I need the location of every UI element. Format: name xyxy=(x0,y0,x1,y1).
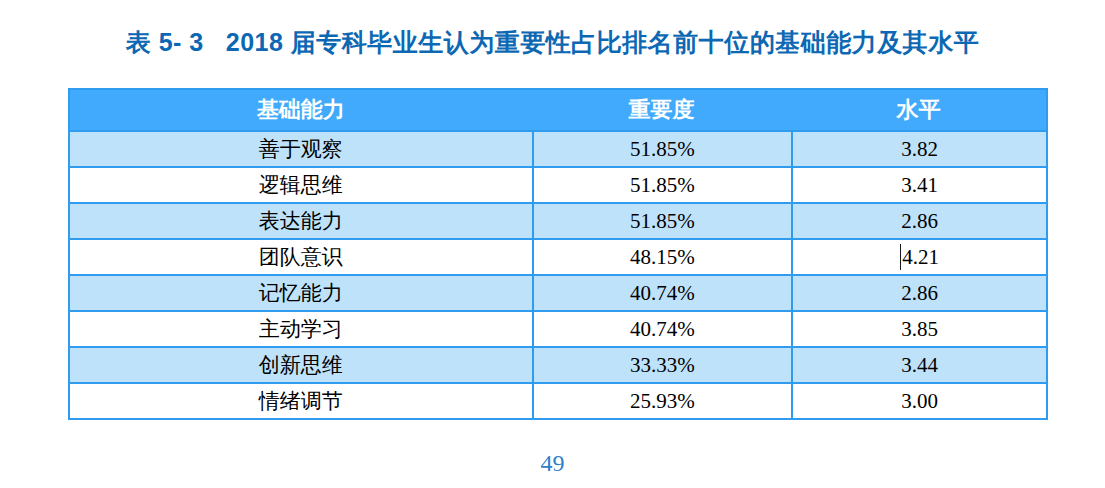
cell-level-text: 4.21 xyxy=(902,245,939,270)
cell-ability[interactable]: 记忆能力 xyxy=(70,276,532,310)
page-number[interactable]: 49 xyxy=(0,450,1105,477)
table-header-row: 基础能力 重要度 水平 xyxy=(70,90,1046,130)
cell-ability[interactable]: 团队意识 xyxy=(70,240,532,274)
cell-ability[interactable]: 情绪调节 xyxy=(70,384,532,418)
column-header-ability[interactable]: 基础能力 xyxy=(70,90,532,130)
cell-importance[interactable]: 51.85% xyxy=(532,132,792,166)
table-row: 表达能力 51.85% 2.86 xyxy=(70,202,1046,238)
cell-level[interactable]: 2.86 xyxy=(791,276,1046,310)
table-caption-text: 2018 届专科毕业生认为重要性占比排名前十位的基础能力及其水平 xyxy=(226,28,980,56)
cell-importance[interactable]: 33.33% xyxy=(532,348,792,382)
table-row: 善于观察 51.85% 3.82 xyxy=(70,130,1046,166)
cell-importance[interactable]: 40.74% xyxy=(532,276,792,310)
cell-ability[interactable]: 逻辑思维 xyxy=(70,168,532,202)
cell-ability[interactable]: 善于观察 xyxy=(70,132,532,166)
cell-level[interactable]: 2.86 xyxy=(791,204,1046,238)
table-row: 情绪调节 25.93% 3.00 xyxy=(70,382,1046,418)
table-row: 创新思维 33.33% 3.44 xyxy=(70,346,1046,382)
cell-importance[interactable]: 40.74% xyxy=(532,312,792,346)
cell-level[interactable]: 3.82 xyxy=(791,132,1046,166)
cell-level[interactable]: 3.85 xyxy=(791,312,1046,346)
abilities-table: 基础能力 重要度 水平 善于观察 51.85% 3.82 逻辑思维 51.85%… xyxy=(68,88,1048,420)
cell-ability[interactable]: 表达能力 xyxy=(70,204,532,238)
cell-level[interactable]: 3.44 xyxy=(791,348,1046,382)
cell-ability[interactable]: 创新思维 xyxy=(70,348,532,382)
table-row: 逻辑思维 51.85% 3.41 xyxy=(70,166,1046,202)
cell-ability[interactable]: 主动学习 xyxy=(70,312,532,346)
cell-importance[interactable]: 25.93% xyxy=(532,384,792,418)
cell-importance[interactable]: 48.15% xyxy=(532,240,792,274)
table-caption-number: 表 5- 3 xyxy=(126,28,204,56)
table-row: 主动学习 40.74% 3.85 xyxy=(70,310,1046,346)
table-row: 记忆能力 40.74% 2.86 xyxy=(70,274,1046,310)
cell-level[interactable]: 3.41 xyxy=(791,168,1046,202)
table-row: 团队意识 48.15% 4.21 xyxy=(70,238,1046,274)
column-header-level[interactable]: 水平 xyxy=(791,90,1046,130)
cell-level[interactable]: 4.21 xyxy=(791,240,1046,274)
table-caption[interactable]: 表 5- 3 2018 届专科毕业生认为重要性占比排名前十位的基础能力及其水平 xyxy=(0,26,1105,59)
column-header-importance[interactable]: 重要度 xyxy=(532,90,792,130)
cell-importance[interactable]: 51.85% xyxy=(532,204,792,238)
cell-level[interactable]: 3.00 xyxy=(791,384,1046,418)
cell-importance[interactable]: 51.85% xyxy=(532,168,792,202)
text-caret xyxy=(900,244,901,270)
